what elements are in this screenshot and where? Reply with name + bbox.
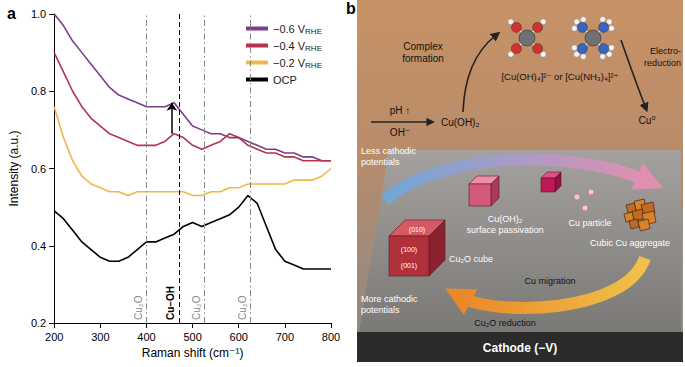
svg-text:Cu₂O: Cu₂O [237, 295, 248, 320]
svg-text:−0.6 V: −0.6 V [273, 23, 306, 35]
svg-text:Cu₂O reduction: Cu₂O reduction [474, 318, 536, 328]
svg-text:Cu migration: Cu migration [524, 276, 575, 286]
svg-text:Cathode (−V): Cathode (−V) [483, 341, 557, 355]
svg-text:1.0: 1.0 [31, 8, 46, 20]
svg-text:Electro-: Electro- [650, 46, 681, 56]
svg-text:Cu–OH: Cu–OH [165, 286, 176, 320]
svg-text:Raman shift (cm⁻¹): Raman shift (cm⁻¹) [142, 346, 244, 360]
svg-text:Less cathodic: Less cathodic [361, 146, 417, 156]
svg-text:0.4: 0.4 [31, 240, 46, 252]
svg-text:0.2: 0.2 [31, 317, 46, 329]
svg-text:Intensity (a.u.): Intensity (a.u.) [7, 130, 21, 206]
svg-text:a: a [7, 5, 16, 22]
svg-text:0.6: 0.6 [31, 163, 46, 175]
svg-text:400: 400 [137, 331, 155, 343]
svg-text:700: 700 [276, 331, 294, 343]
svg-text:RHE: RHE [305, 27, 322, 36]
svg-text:(010): (010) [409, 226, 425, 234]
svg-text:pH ↑: pH ↑ [390, 105, 411, 116]
svg-text:200: 200 [45, 331, 63, 343]
svg-text:surface passivation: surface passivation [466, 225, 543, 235]
svg-text:Cu⁰: Cu⁰ [639, 115, 656, 126]
svg-text:500: 500 [183, 331, 201, 343]
svg-text:More cathodic: More cathodic [361, 294, 418, 304]
svg-text:600: 600 [230, 331, 248, 343]
svg-text:−0.4 V: −0.4 V [273, 40, 306, 52]
svg-text:(100): (100) [401, 246, 417, 254]
svg-text:Cubic Cu aggregate: Cubic Cu aggregate [590, 238, 670, 248]
svg-text:Cu(OH)₂: Cu(OH)₂ [441, 117, 479, 128]
svg-text:300: 300 [91, 331, 109, 343]
svg-text:potentials: potentials [361, 305, 400, 315]
svg-text:Cu(OH)₂: Cu(OH)₂ [488, 214, 523, 224]
svg-text:reduction: reduction [644, 58, 681, 68]
svg-text:OCP: OCP [273, 74, 297, 86]
svg-text:(001): (001) [401, 262, 417, 270]
svg-text:Cu₂O: Cu₂O [191, 295, 202, 320]
svg-text:potentials: potentials [361, 157, 400, 167]
svg-text:b: b [346, 0, 356, 17]
svg-text:RHE: RHE [305, 44, 322, 53]
svg-text:Cu particle: Cu particle [568, 218, 611, 228]
svg-text:800: 800 [322, 331, 340, 343]
svg-text:RHE: RHE [305, 61, 322, 70]
svg-text:OH⁻: OH⁻ [390, 127, 410, 138]
svg-text:Cu₂O: Cu₂O [133, 295, 144, 320]
svg-text:0.8: 0.8 [31, 85, 46, 97]
svg-text:Cu₂O cube: Cu₂O cube [449, 254, 493, 264]
svg-text:[Cu(OH)₄]²⁻ or [Cu(NH₃)₄]²⁺: [Cu(OH)₄]²⁻ or [Cu(NH₃)₄]²⁺ [501, 71, 618, 82]
svg-text:−0.2 V: −0.2 V [273, 57, 306, 69]
svg-text:Complex: Complex [403, 41, 442, 52]
svg-text:formation: formation [402, 53, 444, 64]
